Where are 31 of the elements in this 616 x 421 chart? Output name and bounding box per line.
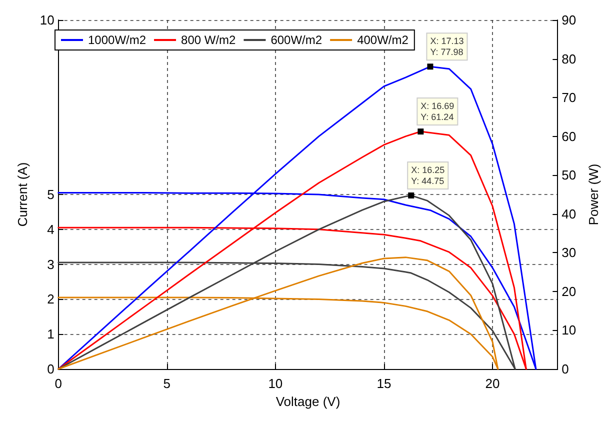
y2-tick-label: 80 [562, 51, 576, 66]
y2-tick-label: 70 [562, 90, 576, 106]
y2-tick-label: 60 [562, 128, 576, 144]
y2-tick-label: 0 [562, 362, 569, 376]
x-tick-label: 5 [163, 376, 171, 391]
y-tick-label: 1 [47, 326, 54, 342]
y-tick-label: 4 [47, 222, 54, 237]
y-tick-label: 3 [47, 256, 54, 272]
data-label: X: 16.25 Y: 44.75 [411, 164, 445, 186]
legend-label: 800 W/m2 [181, 33, 236, 47]
y-tick-label: 2 [47, 292, 54, 307]
y-tick-label: 0 [47, 362, 54, 376]
y2-tick-label: 50 [562, 168, 576, 183]
data-label: X: 17.13 Y: 77.98 [430, 36, 464, 58]
legend-label: 600W/m2 [270, 33, 322, 47]
y2-tick-label: 90 [562, 12, 576, 28]
y2-tick-label: 40 [562, 206, 576, 222]
data-label: X: 16.69 Y: 61.24 [420, 101, 454, 122]
x-axis-title: Voltage (V) [276, 394, 340, 409]
x-tick-label: 20 [485, 376, 500, 391]
legend-label: 1000W/m2 [88, 33, 146, 47]
y2-tick-label: 30 [562, 245, 576, 260]
x-tick-label: 15 [376, 376, 392, 391]
y-axis-title: Current (A) [15, 162, 30, 227]
legend-label: 400W/m2 [357, 33, 409, 47]
y-tick-label: 10 [40, 12, 54, 28]
y2-tick-label: 20 [562, 284, 576, 299]
y2-tick-label: 10 [562, 322, 576, 338]
x-tick-label: 10 [268, 376, 283, 391]
y-tick-label: 5 [47, 187, 54, 202]
y2-axis-title: Power (W) [586, 164, 601, 226]
